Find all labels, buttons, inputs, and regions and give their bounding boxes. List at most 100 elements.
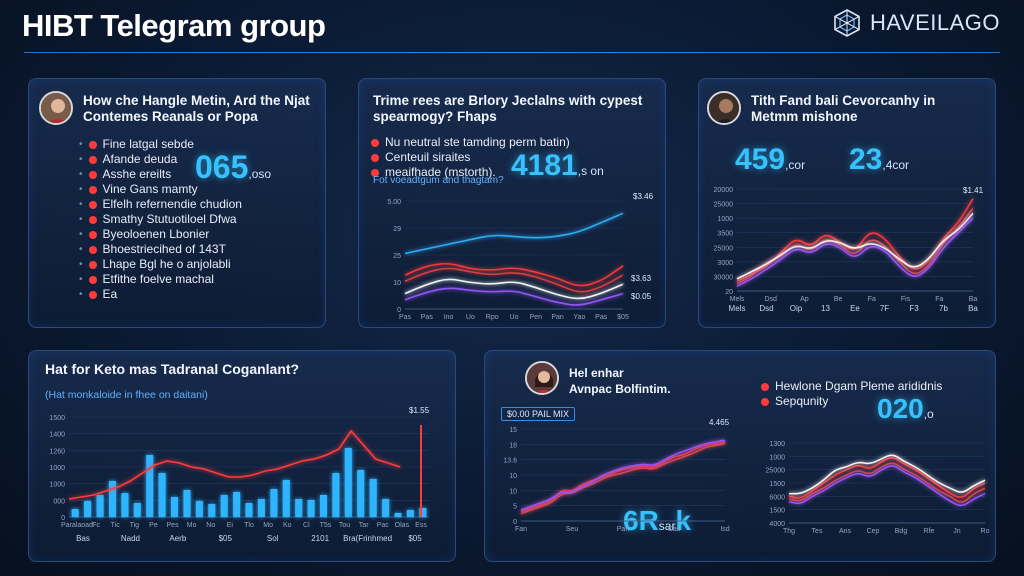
series-end-label: $0.05 [631, 292, 652, 301]
panel-chart-5: Hel enhar Avnpac Bolfintim. $0.00 PAIL M… [484, 350, 996, 562]
x-tick-label: Pas [421, 314, 434, 321]
page-title: HIBT Telegram group [22, 8, 326, 43]
series-line [520, 441, 726, 513]
panel-title: Trime rees are Brlory Jeclalns with cype… [373, 93, 663, 125]
list-tick: • [79, 244, 83, 255]
y-tick-label: 3500 [717, 231, 733, 238]
x-sub-label: F3 [909, 304, 919, 313]
list-item: • Byeoloenen Lbonier [79, 227, 242, 242]
list-item: Nu neutral ste tamding perm batin) [371, 135, 570, 150]
x-tick-label: Mo [187, 522, 197, 529]
x-sub-label: Ee [850, 304, 860, 313]
x-tick-label: Be [834, 296, 843, 303]
big-number-value: 020 [877, 393, 924, 424]
x-tick-label: Jn [953, 528, 961, 535]
bullet-dot [88, 215, 97, 224]
y-tick-label: 30000 [714, 274, 734, 281]
brand[interactable]: HAVEILAGO [832, 8, 1000, 38]
x-tick-label: Olas [395, 522, 410, 529]
list-item-label: Vine Gans mamty [102, 182, 198, 196]
y-tick-label: 1000 [49, 465, 65, 472]
y-tick-label: 1000 [49, 482, 65, 489]
list-item-label: Byeoloenen Lbonier [102, 227, 210, 241]
x-tick-label: Pe [149, 522, 158, 529]
bar [344, 448, 352, 517]
bar [332, 473, 340, 517]
avatar [707, 91, 741, 125]
x-tick-label: Yao [573, 314, 585, 321]
x-sub-label: Nadd [121, 534, 140, 543]
y-tick-label: 18 [509, 442, 517, 449]
y-tick-label: 4000 [769, 521, 785, 528]
list-item: Sepqunity [761, 394, 942, 409]
list-tick: • [79, 229, 83, 240]
list-item-label: Fine latgal sebde [102, 137, 194, 151]
list-item-label: Nu neutral ste tamding perm batin) [385, 135, 570, 149]
bar [109, 481, 116, 517]
x-tick-label: Pan [617, 526, 630, 533]
big-number-1: 020,o [877, 393, 934, 425]
x-tick-label: Ro [981, 528, 990, 535]
corner-label: $1.41 [963, 186, 984, 195]
bar [133, 503, 141, 517]
x-sub-label: 13 [821, 304, 830, 313]
bullet-dot [88, 260, 97, 269]
panel-title-line-2: Metmm mishone [751, 109, 858, 124]
bullet-list: Hewlone Dgam Pleme arididnis Sepqunity [761, 379, 942, 409]
list-item-label: Asshe ereilts [102, 167, 172, 181]
bar [84, 501, 92, 517]
avatar [39, 91, 73, 125]
bar [233, 492, 241, 517]
big-number-2: 23,4cor [849, 143, 909, 177]
list-item-label: Etfithe foelve machal [102, 272, 214, 286]
bullet-dot [88, 185, 97, 194]
big-number-1: 459,cor [735, 143, 805, 177]
x-tick-label: Cl [303, 522, 310, 529]
x-tick-label: Isd [720, 526, 729, 533]
bar [146, 455, 154, 517]
series-end-label: $3.63 [631, 274, 652, 283]
y-tick-label: 0 [397, 307, 401, 314]
panel-chart-2: Trime rees are Brlory Jeclalns with cype… [358, 78, 666, 328]
list-item: • Fine latgal sebde [79, 137, 242, 152]
big-number: 4181,s on [511, 149, 604, 183]
y-tick-label: 0 [513, 519, 517, 526]
trend-line [68, 429, 401, 500]
list-item-label: Smathy Stutuotiloel Dfwa [102, 212, 237, 226]
y-tick-label: 1260 [49, 448, 65, 455]
y-tick-label: 10 [393, 280, 401, 287]
corner-label: 4.465 [709, 418, 730, 427]
y-tick-label: 25000 [714, 202, 734, 209]
bullet-dot [88, 200, 97, 209]
x-tick-label: Tlo [244, 522, 254, 529]
bullet-dot [371, 138, 379, 147]
x-tick-label: Seu [566, 526, 579, 533]
x-tick-label: Fa [935, 296, 943, 303]
list-item: Hewlone Dgam Pleme arididnis [761, 379, 942, 394]
y-tick-label: 25000 [714, 245, 734, 252]
x-tick-label: Dsd [764, 296, 777, 303]
x-tick-label: Pas [595, 314, 608, 321]
x-sub-label: Bra(Frinhmed [343, 534, 392, 543]
x-tick-label: Cas [668, 526, 681, 533]
x-tick-label: Pas [399, 314, 412, 321]
panel-title-line-2: Avnpac Bolfintim. [569, 382, 671, 396]
list-item-label: Lhape Bgl he o anjolabli [102, 257, 231, 271]
bullet-dot [88, 230, 97, 239]
x-tick-label: Mo [263, 522, 273, 529]
x-tick-label: $05 [617, 314, 629, 321]
list-tick: • [79, 139, 83, 150]
x-tick-label: Tou [339, 522, 350, 529]
big-number-unit: ,oso [248, 167, 272, 181]
y-tick-label: 0 [61, 515, 65, 522]
list-item-label: Sepqunity [775, 394, 829, 408]
big-number-value: 065 [195, 149, 249, 185]
list-item: • Ea [79, 287, 242, 302]
series-line [520, 439, 726, 511]
y-tick-label: 1300 [769, 441, 785, 448]
bullet-dot [88, 155, 97, 164]
list-item: • Smathy Stutuotiloel Dfwa [79, 212, 242, 227]
x-tick-label: Rfe [924, 528, 935, 535]
bullet-dot [761, 382, 769, 391]
